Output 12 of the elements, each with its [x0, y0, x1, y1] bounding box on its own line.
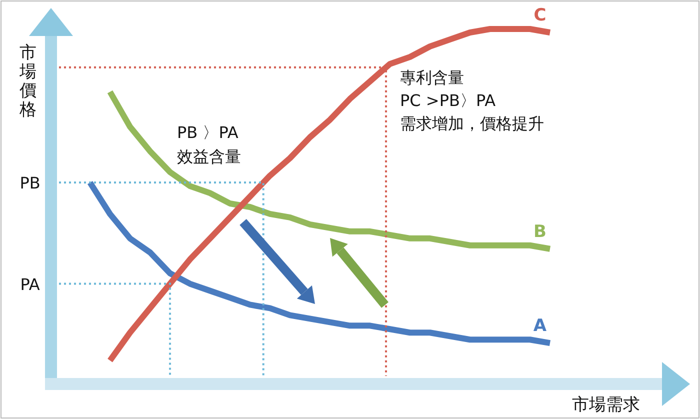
series-label: B	[534, 222, 546, 242]
ref-line-label: PA	[20, 274, 40, 294]
ref-line-label: PB	[20, 174, 40, 193]
x-axis-title: 市場需求	[572, 395, 640, 415]
annotation: 專利含量	[400, 68, 464, 87]
y-axis-title: 市場價格	[18, 43, 36, 120]
annotation: PB 〉PA	[177, 123, 238, 142]
series-label: C	[534, 5, 546, 26]
annotation: PC >PB〉PA	[400, 91, 496, 110]
series-label: A	[533, 316, 548, 336]
annotation: 需求增加，價格提升	[400, 114, 544, 133]
annotation: 效益含量	[177, 147, 241, 166]
